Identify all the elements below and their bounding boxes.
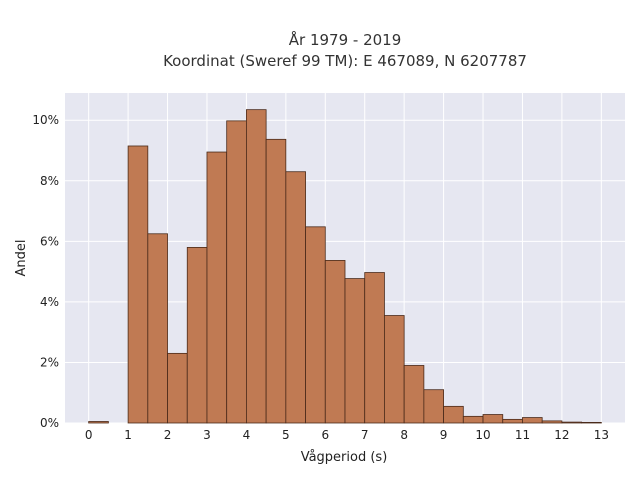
histogram-bar (265, 138, 287, 424)
x-tick-label: 8 (400, 428, 408, 442)
y-tick-label: 0% (40, 416, 59, 430)
histogram-bar (384, 315, 405, 424)
histogram-bar (482, 414, 504, 424)
histogram-bar (88, 421, 109, 424)
x-tick-label: 2 (164, 428, 172, 442)
x-tick-labels: 0 1 2 3 4 5 6 7 8 9 10 11 12 13 (85, 428, 609, 442)
histogram-bar (561, 421, 583, 424)
y-tick-label: 4% (40, 295, 59, 309)
y-axis-label: Andel (14, 240, 29, 277)
histogram-bar (127, 145, 149, 424)
chart-subtitle: Koordinat (Sweref 99 TM): E 467089, N 62… (163, 52, 527, 70)
x-tick-label: 5 (282, 428, 290, 442)
histogram-bar (226, 120, 247, 424)
y-tick-label: 8% (40, 174, 59, 188)
y-tick-label: 10% (32, 113, 59, 127)
x-tick-label: 7 (361, 428, 369, 442)
y-tick-label: 6% (40, 234, 59, 248)
y-tick-label: 2% (40, 355, 59, 369)
x-tick-label: 3 (203, 428, 211, 442)
histogram-bar (462, 415, 484, 424)
x-tick-label: 13 (594, 428, 609, 442)
histogram-bar (305, 226, 326, 424)
histogram-bar (403, 365, 425, 424)
histogram-bar (423, 389, 444, 424)
x-tick-label: 4 (243, 428, 251, 442)
x-tick-label: 9 (440, 428, 448, 442)
histogram-bar (324, 260, 346, 424)
bars (88, 109, 602, 424)
histogram-bar (364, 272, 385, 424)
histogram-bar (344, 278, 366, 424)
x-tick-label: 0 (85, 428, 93, 442)
x-tick-label: 6 (321, 428, 329, 442)
x-tick-label: 10 (475, 428, 490, 442)
histogram-bar (443, 405, 464, 424)
x-tick-label: 11 (515, 428, 530, 442)
x-tick-label: 12 (554, 428, 569, 442)
histogram-bar (581, 421, 602, 424)
chart-title: År 1979 - 2019 (289, 30, 402, 49)
x-axis-label: Vågperiod (s) (301, 450, 388, 465)
y-tick-labels: 0% 2% 4% 6% 8% 10% (32, 113, 59, 430)
x-tick-label: 1 (124, 428, 132, 442)
histogram-bar (246, 109, 267, 424)
histogram-bar (147, 233, 168, 424)
histogram-bar (167, 352, 188, 424)
histogram-bar (502, 418, 523, 424)
histogram-bar (285, 171, 306, 424)
histogram-bar (541, 420, 563, 424)
histogram-bar (522, 417, 543, 424)
histogram-bar (186, 247, 208, 424)
histogram-bar (206, 151, 228, 424)
